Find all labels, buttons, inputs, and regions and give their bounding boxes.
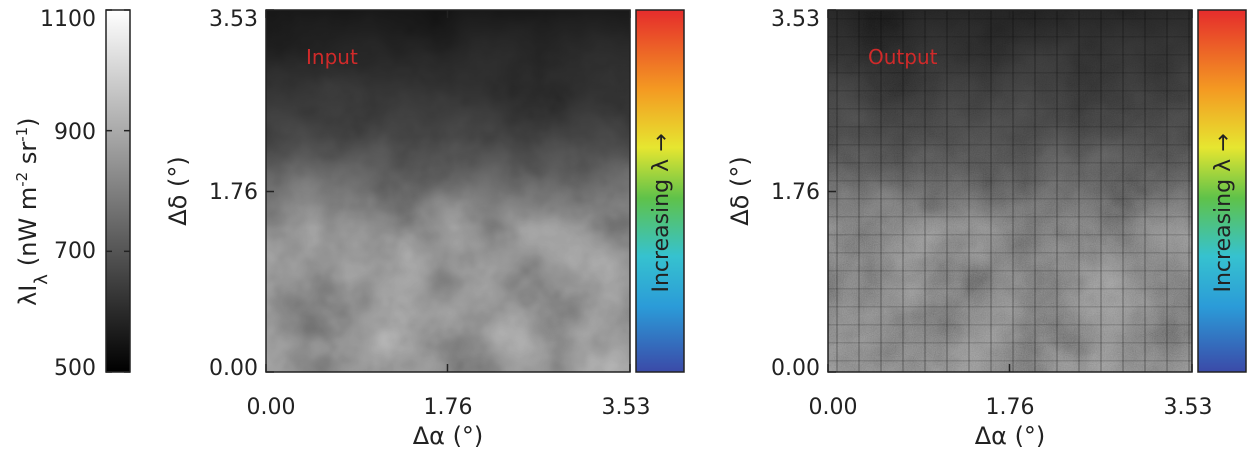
input-y-tick-label: 0.00 — [209, 356, 258, 381]
input-x-tick-label: 3.53 — [602, 395, 651, 420]
output-wavelength-label: Increasing λ → — [1211, 133, 1236, 292]
output-x-tick-label: 1.76 — [986, 395, 1035, 420]
output-y-tick-label: 3.53 — [771, 7, 820, 32]
colorbar-tick-label: 500 — [54, 356, 96, 381]
input-wavelength-bar — [635, 9, 685, 373]
input-y-axis-label: Δδ (°) — [164, 156, 192, 225]
input-map — [266, 10, 630, 372]
output-x-tick-label: 3.53 — [1164, 395, 1213, 420]
input-x-axis-label: Δα (°) — [413, 422, 484, 450]
input-x-tick-label: 0.00 — [247, 395, 296, 420]
colorbar-label-exp2: -1 — [13, 127, 31, 142]
colorbar-label-exp1: -2 — [13, 172, 31, 187]
output-panel: Output 3.53 1.76 0.00 0.00 1.76 3.53 Δα … — [726, 7, 1247, 450]
input-y-tick-label: 3.53 — [209, 7, 258, 32]
colorbar-tick-label: 700 — [54, 239, 96, 264]
intensity-colorbar: 1100 900 700 500 λIλ (nW m-2 sr-1) — [13, 7, 131, 381]
output-wavelength-bar — [1197, 9, 1247, 373]
input-y-tick-label: 1.76 — [209, 180, 258, 205]
input-x-tick-label: 1.76 — [424, 395, 473, 420]
input-wavelength-label: Increasing λ → — [649, 133, 674, 292]
output-map-ticks — [827, 9, 1193, 373]
input-label: Input — [306, 45, 358, 69]
colorbar-label-mid: sr — [14, 142, 42, 172]
intensity-colorbar-gradient — [105, 9, 131, 373]
output-x-tick-label: 0.00 — [809, 395, 858, 420]
colorbar-label-sub: λ — [31, 274, 52, 285]
output-map — [828, 10, 1192, 372]
output-label: Output — [868, 45, 938, 69]
input-panel: Input 3.53 1.76 0.00 0.00 1.76 3.53 Δα (… — [164, 7, 685, 450]
output-y-tick-label: 1.76 — [771, 180, 820, 205]
colorbar-tick-label: 900 — [54, 120, 96, 145]
output-y-axis-label: Δδ (°) — [726, 156, 754, 225]
output-x-axis-label: Δα (°) — [975, 422, 1046, 450]
colorbar-label-units: (nW m — [14, 187, 42, 266]
colorbar-axis-label: λIλ (nW m-2 sr-1) — [13, 117, 52, 306]
output-y-tick-label: 0.00 — [771, 356, 820, 381]
input-map-ticks — [265, 9, 631, 373]
colorbar-tick-label: 1100 — [40, 7, 96, 32]
colorbar-label-close: ) — [14, 117, 42, 126]
intensity-colorbar-ticks — [106, 9, 130, 373]
colorbar-label-main: λI — [14, 285, 42, 306]
